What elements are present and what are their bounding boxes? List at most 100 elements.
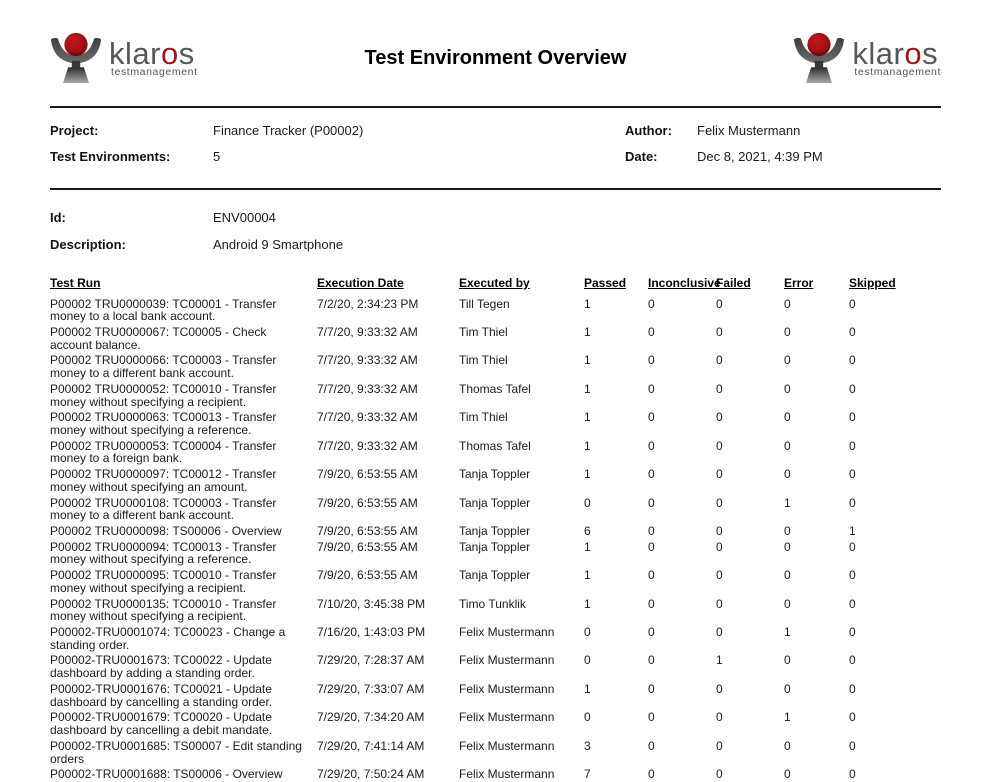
cell-failed: 0	[716, 324, 723, 339]
cell-passed: 1	[584, 438, 591, 453]
cell-inconclusive: 0	[648, 353, 655, 368]
column-header-error: Error	[784, 276, 814, 290]
klaros-wordmark-subtitle: testmanagement	[111, 66, 198, 79]
cell-failed: 0	[716, 495, 723, 510]
cell-passed: 6	[584, 524, 591, 538]
cell-error: 1	[784, 495, 791, 510]
cell-test-run: P00002-TRU0001074: TC00023 - Change a st…	[50, 625, 286, 652]
cell-executed-by: Timo Tunklik	[459, 596, 526, 611]
cell-skipped: 0	[849, 467, 856, 482]
cell-inconclusive: 0	[648, 596, 655, 611]
cell-execution-date: 7/7/20, 9:33:32 AM	[317, 324, 418, 339]
date-value: Dec 8, 2021, 4:39 PM	[697, 149, 823, 164]
table-row: P00002-TRU0001688: TS00006 - Overview 7/…	[50, 767, 938, 782]
column-header-passed: Passed	[584, 276, 627, 290]
cell-failed: 0	[716, 681, 723, 696]
report-meta-left: Project: Finance Tracker (P00002) Test E…	[50, 123, 625, 175]
test-environments-row: Test Environments: 5	[50, 149, 625, 164]
cell-execution-date: 7/29/20, 7:28:37 AM	[317, 653, 425, 668]
cell-execution-date: 7/29/20, 7:50:24 AM	[317, 767, 425, 782]
cell-error: 0	[784, 539, 791, 554]
cell-test-run: P00002 TRU0000135: TC00010 - Transfer mo…	[50, 596, 277, 624]
cell-execution-date: 7/10/20, 3:45:38 PM	[317, 596, 426, 611]
test-environments-label: Test Environments:	[50, 149, 171, 164]
table-row: P00002 TRU0000098: TS00006 - Overview 7/…	[50, 524, 938, 540]
report-header: klaros testmanagement Test Environment O…	[0, 0, 991, 84]
cell-passed: 3	[584, 738, 591, 753]
cell-passed: 1	[584, 681, 591, 696]
cell-passed: 1	[584, 410, 591, 425]
cell-test-run: P00002-TRU0001688: TS00006 - Overview	[50, 767, 283, 782]
cell-inconclusive: 0	[648, 539, 655, 554]
cell-execution-date: 7/2/20, 2:34:23 PM	[317, 296, 419, 311]
cell-executed-by: Felix Mustermann	[459, 767, 555, 782]
cell-failed: 0	[716, 524, 723, 538]
cell-executed-by: Tanja Toppler	[459, 495, 531, 510]
environment-id-label: Id:	[50, 210, 66, 225]
cell-failed: 0	[716, 738, 723, 753]
cell-executed-by: Tim Thiel	[459, 410, 508, 425]
column-header-skipped: Skipped	[849, 276, 896, 290]
cell-test-run: P00002 TRU0000063: TC00013 - Transfer mo…	[50, 410, 277, 437]
klaros-figure-icon	[794, 32, 845, 84]
cell-inconclusive: 0	[648, 296, 655, 311]
page-title: Test Environment Overview	[364, 46, 627, 69]
table-row: P00002 TRU0000063: TC00013 - Transfer mo…	[50, 410, 938, 438]
cell-execution-date: 7/29/20, 7:41:14 AM	[317, 738, 425, 753]
cell-executed-by: Tanja Toppler	[459, 467, 531, 482]
cell-executed-by: Felix Mustermann	[459, 625, 555, 640]
cell-skipped: 0	[849, 438, 856, 453]
author-row: Author: Felix Mustermann	[625, 123, 941, 138]
date-row: Date: Dec 8, 2021, 4:39 PM	[625, 149, 941, 164]
cell-test-run: P00002-TRU0001679: TC00020 - Update dash…	[50, 710, 273, 738]
table-row: P00002 TRU0000053: TC00004 - Transfer mo…	[50, 438, 938, 466]
cell-error: 0	[784, 524, 791, 538]
table-row: P00002-TRU0001676: TC00021 - Update dash…	[50, 681, 938, 709]
cell-execution-date: 7/9/20, 6:53:55 AM	[317, 524, 418, 538]
klaros-wordmark-subtitle: testmanagement	[854, 66, 941, 79]
cell-test-run: P00002 TRU0000097: TC00012 - Transfer mo…	[50, 467, 277, 494]
cell-skipped: 0	[849, 738, 856, 753]
cell-test-run: P00002 TRU0000095: TC00010 - Transfer mo…	[50, 568, 277, 595]
cell-skipped: 0	[849, 381, 856, 396]
cell-error: 0	[784, 596, 791, 611]
test-environments-value: 5	[213, 149, 221, 164]
environment-block: Id: ENV00004 Description: Android 9 Smar…	[0, 190, 991, 252]
cell-failed: 0	[716, 353, 723, 368]
cell-passed: 1	[584, 539, 591, 554]
column-header-executed-by: Executed by	[459, 276, 530, 290]
cell-failed: 0	[716, 568, 723, 583]
report-meta-right: Author: Felix Mustermann Date: Dec 8, 20…	[625, 123, 941, 175]
klaros-logo-left: klaros testmanagement	[50, 32, 198, 84]
klaros-logo-right: klaros testmanagement	[793, 32, 941, 84]
cell-executed-by: Felix Mustermann	[459, 653, 555, 668]
cell-failed: 1	[716, 653, 723, 668]
cell-passed: 0	[584, 495, 591, 510]
cell-skipped: 0	[849, 324, 856, 339]
cell-execution-date: 7/29/20, 7:33:07 AM	[317, 681, 425, 696]
klaros-wordmark: klaros testmanagement	[852, 38, 941, 78]
cell-failed: 0	[716, 467, 723, 482]
cell-test-run: P00002 TRU0000094: TC00013 - Transfer mo…	[50, 539, 277, 567]
cell-executed-by: Tanja Toppler	[459, 568, 531, 583]
cell-execution-date: 7/7/20, 9:33:32 AM	[317, 438, 418, 453]
project-row: Project: Finance Tracker (P00002)	[50, 123, 625, 138]
cell-error: 0	[784, 410, 791, 425]
cell-executed-by: Felix Mustermann	[459, 738, 555, 753]
cell-error: 0	[784, 324, 791, 339]
cell-inconclusive: 0	[648, 410, 655, 425]
divider-top	[50, 106, 941, 108]
project-label: Project:	[50, 123, 99, 138]
cell-test-run: P00002 TRU0000052: TC00010 - Transfer mo…	[50, 381, 277, 409]
cell-executed-by: Tanja Toppler	[459, 524, 531, 538]
cell-executed-by: Tim Thiel	[459, 353, 508, 368]
cell-test-run: P00002 TRU0000098: TS00006 - Overview	[50, 524, 282, 538]
cell-passed: 7	[584, 767, 591, 782]
cell-skipped: 0	[849, 625, 856, 640]
cell-skipped: 0	[849, 296, 856, 311]
cell-failed: 0	[716, 625, 723, 640]
cell-inconclusive: 0	[648, 524, 655, 538]
cell-test-run: P00002 TRU0000108: TC00003 - Transfer mo…	[50, 495, 277, 523]
report-meta: Project: Finance Tracker (P00002) Test E…	[0, 108, 991, 184]
